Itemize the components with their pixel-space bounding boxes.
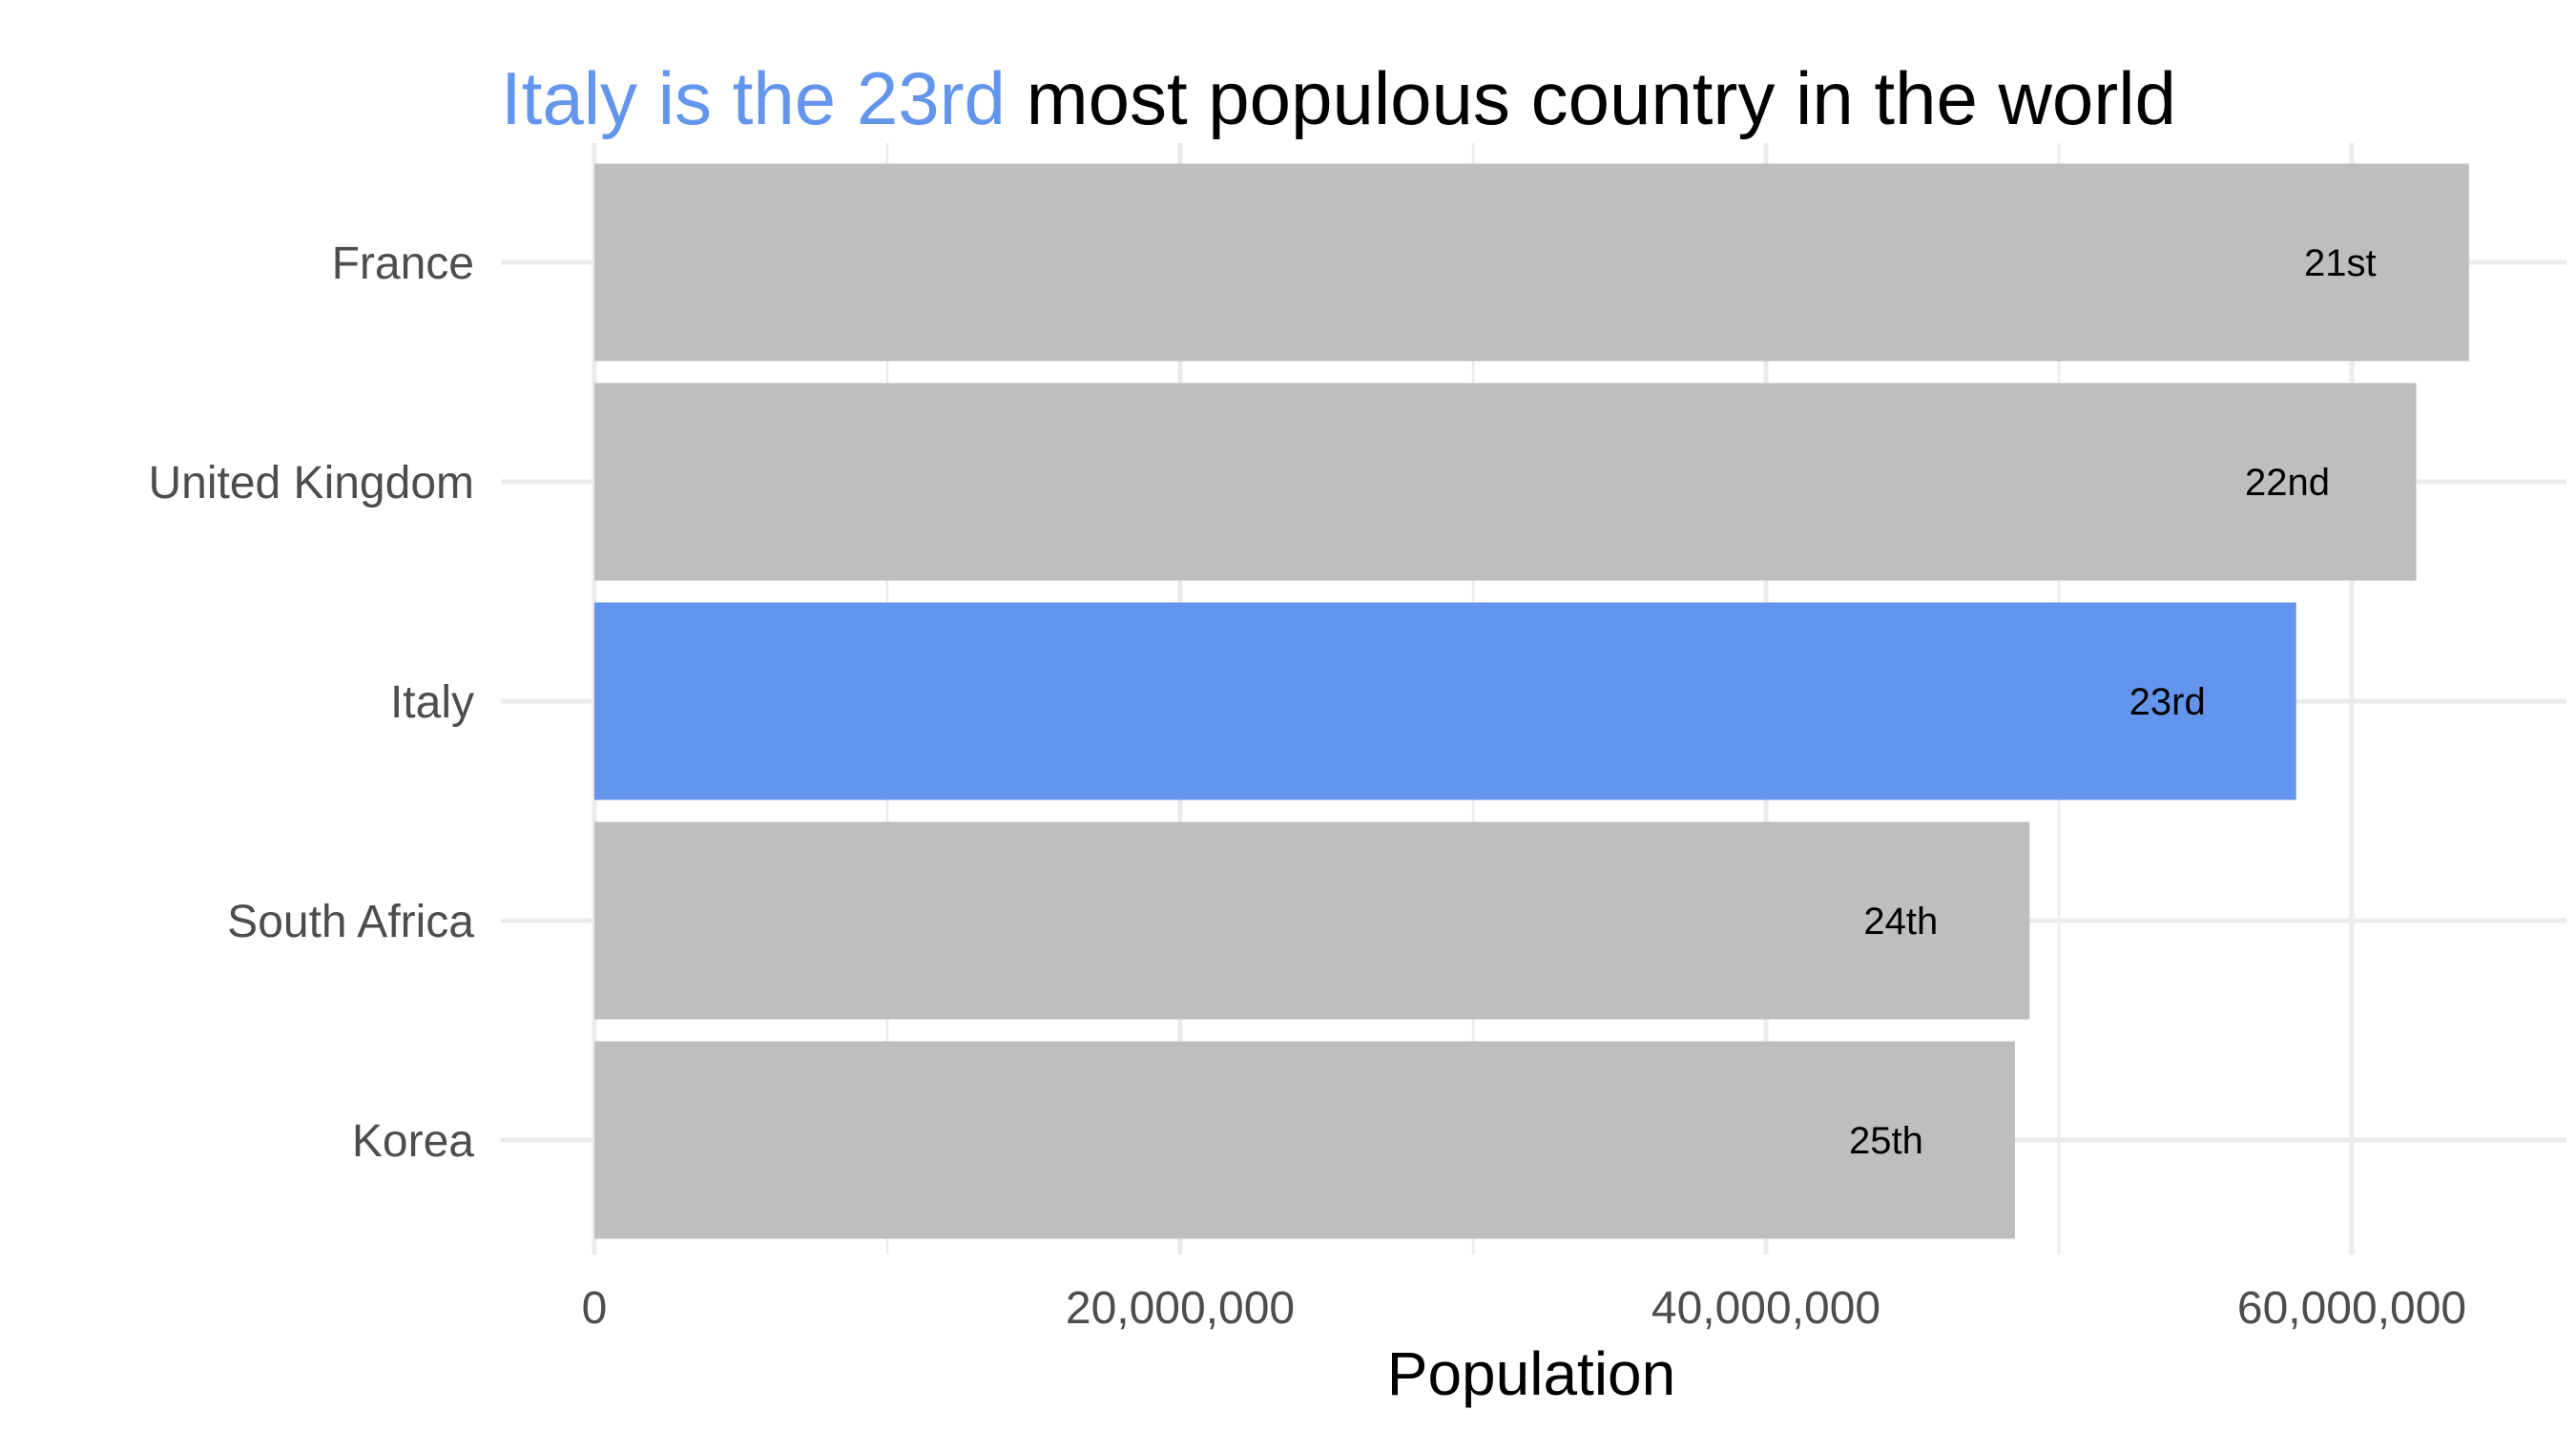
bar-rank-label: 25th	[1849, 1120, 1923, 1162]
bars: 21st 22nd 23rd 24th 25th	[594, 163, 2469, 1239]
x-tick-label: 60,000,000	[2237, 1283, 2466, 1334]
y-tick-label: United Kingdom	[148, 458, 474, 508]
chart-title: Italy is the 23rd most populous country …	[501, 56, 2176, 140]
chart-title-rest: most populous country in the world	[1006, 56, 2176, 140]
y-tick-label: Korea	[352, 1116, 474, 1167]
y-tick-label: South Africa	[227, 897, 474, 947]
bar-united-kingdom	[594, 383, 2417, 581]
y-tick-label: Italy	[390, 677, 474, 728]
y-tick-label: France	[332, 238, 474, 289]
bar-rank-label: 23rd	[2129, 681, 2206, 723]
y-axis-labels: France United Kingdom Italy South Africa Kor…	[148, 238, 474, 1167]
bar-rank-label: 21st	[2304, 242, 2377, 284]
bar-rank-label: 22nd	[2245, 462, 2330, 504]
bar-france	[594, 163, 2469, 362]
bar-rank-label: 24th	[1863, 901, 1938, 943]
x-tick-label: 20,000,000	[1066, 1283, 1295, 1334]
x-tick-label: 0	[582, 1283, 608, 1334]
bar-italy	[594, 602, 2296, 800]
x-axis-labels: 0 20,000,000 40,000,000 60,000,000	[582, 1283, 2466, 1334]
x-tick-label: 40,000,000	[1652, 1283, 1880, 1334]
x-axis-title: Population	[1387, 1339, 1675, 1408]
chart-title-highlight: Italy is the 23rd	[501, 56, 1006, 140]
bar-south-africa	[594, 821, 2030, 1020]
bar-korea	[594, 1041, 2015, 1239]
